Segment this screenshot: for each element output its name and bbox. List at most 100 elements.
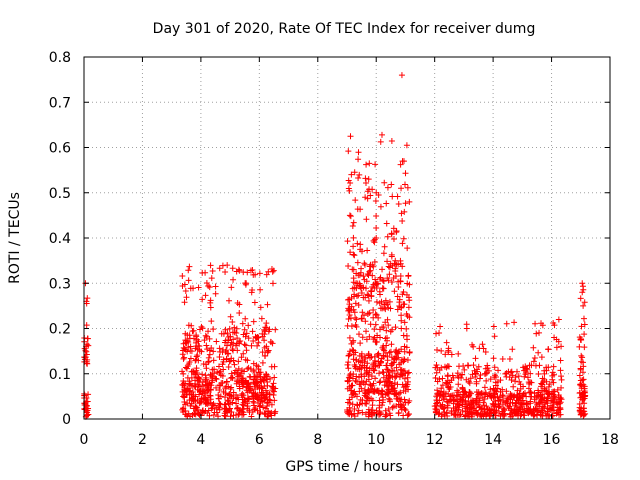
data-point (444, 373, 451, 380)
data-point (377, 291, 384, 298)
data-point (377, 378, 384, 385)
data-point (438, 385, 445, 392)
data-point (364, 291, 371, 298)
data-point (85, 405, 92, 412)
data-point-outlier (398, 185, 405, 192)
data-point (401, 348, 408, 355)
data-point (352, 300, 359, 307)
data-point (397, 260, 404, 267)
data-point (401, 319, 408, 326)
data-point (469, 410, 476, 417)
data-point (243, 330, 250, 337)
data-point (261, 394, 268, 401)
data-point (512, 400, 519, 407)
data-point (268, 363, 275, 370)
data-point (440, 405, 447, 412)
data-point (236, 310, 243, 317)
data-point (83, 351, 90, 358)
data-point (532, 320, 539, 327)
data-point (236, 301, 243, 308)
data-point (199, 325, 206, 332)
data-point (470, 362, 477, 369)
data-point (468, 411, 475, 418)
data-point (267, 375, 274, 382)
data-point (220, 330, 227, 337)
data-point (345, 185, 352, 192)
data-point (554, 386, 561, 393)
data-point (472, 355, 479, 362)
data-point (351, 291, 358, 298)
data-point (469, 371, 476, 378)
data-point (580, 376, 587, 383)
data-point (578, 358, 585, 365)
data-point (84, 341, 91, 348)
data-point (399, 240, 406, 247)
data-point (199, 296, 206, 303)
data-point (443, 410, 450, 417)
data-point (404, 184, 411, 191)
x-tick-label: 0 (80, 432, 89, 448)
data-point (395, 201, 402, 208)
data-point (363, 278, 370, 285)
y-tick-label: 0.3 (49, 276, 71, 292)
data-point (264, 349, 271, 356)
data-point (527, 388, 534, 395)
data-point (541, 387, 548, 394)
data-point (395, 410, 402, 417)
data-point (557, 411, 564, 418)
data-point (186, 263, 193, 270)
data-point (378, 298, 385, 305)
data-point (466, 402, 473, 409)
data-point (398, 312, 405, 319)
data-point (222, 394, 229, 401)
data-point (354, 206, 361, 213)
data-point (401, 343, 408, 350)
y-tick-label: 0.2 (49, 322, 71, 338)
data-point (221, 401, 228, 408)
data-point (394, 193, 401, 200)
data-point (255, 363, 262, 370)
data-point (431, 403, 438, 410)
data-point (515, 412, 522, 419)
data-point (373, 311, 380, 318)
data-point (187, 387, 194, 394)
data-point (250, 390, 257, 397)
data-point (392, 257, 399, 264)
data-point (216, 265, 223, 272)
data-point (400, 289, 407, 296)
data-point (549, 388, 556, 395)
data-point (546, 406, 553, 413)
data-point (553, 344, 560, 351)
data-point (511, 394, 518, 401)
data-point (538, 383, 545, 390)
data-point (480, 399, 487, 406)
data-point (473, 378, 480, 385)
data-point (392, 273, 399, 280)
data-point (445, 345, 452, 352)
data-point (386, 398, 393, 405)
data-point (477, 372, 484, 378)
data-point (376, 408, 383, 415)
data-point (355, 331, 362, 338)
data-point (528, 389, 535, 396)
data-point (269, 280, 276, 287)
data-point (203, 365, 210, 372)
data-point (452, 404, 459, 411)
data-point (456, 412, 463, 419)
data-point (378, 131, 385, 138)
data-point (499, 386, 506, 393)
data-point (351, 169, 358, 176)
data-point (356, 171, 363, 178)
data-point (259, 349, 266, 356)
data-point (234, 404, 241, 411)
data-point (215, 363, 222, 370)
data-layer (81, 72, 589, 420)
data-point (222, 326, 229, 333)
data-point (185, 322, 192, 329)
data-point (353, 378, 360, 385)
data-point (372, 321, 379, 328)
data-point (533, 399, 540, 406)
data-point (405, 304, 412, 311)
data-point (210, 412, 217, 419)
data-point (225, 333, 232, 340)
